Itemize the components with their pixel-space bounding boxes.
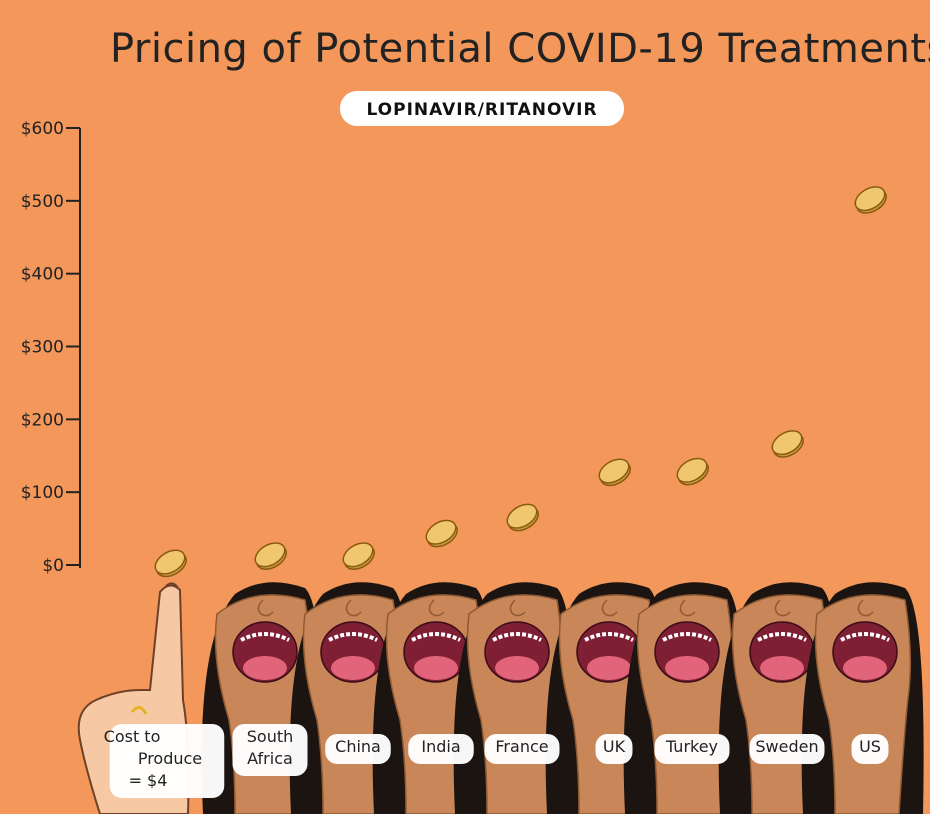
pill-top [598, 458, 630, 484]
person-teeth [328, 632, 378, 642]
category-label-bg [595, 734, 633, 764]
category-label-bg [232, 724, 308, 776]
pill-top [154, 549, 186, 575]
person-nose [428, 599, 445, 617]
category-label: India [421, 737, 460, 756]
category-label-group: China [325, 734, 391, 764]
pill-top [254, 542, 286, 568]
pill-data-point [854, 186, 887, 214]
person-tongue [243, 656, 287, 680]
person-teeth [492, 632, 542, 642]
person-tongue [843, 656, 887, 680]
pill-data-point [598, 458, 631, 487]
category-label: Africa [247, 749, 293, 768]
pill-top [676, 457, 708, 483]
y-tick-label: $300 [21, 338, 64, 358]
category-label: US [859, 737, 881, 756]
category-label-bg [109, 724, 225, 798]
person-nose [257, 599, 274, 617]
pill-data-point [506, 503, 539, 532]
category-label-group: France [484, 734, 560, 764]
y-tick-label: $400 [21, 265, 64, 285]
pill-data-point [771, 430, 804, 458]
person-nose [774, 599, 791, 617]
person-nose [679, 599, 696, 617]
category-label-group: South Africa [232, 724, 308, 776]
person-nose [345, 599, 362, 617]
y-tick-label: $100 [21, 483, 64, 503]
category-label-group: Cost to Produce = $4 [104, 724, 225, 798]
category-label: UK [603, 737, 626, 756]
category-label-bg [851, 734, 889, 764]
person-teeth [662, 632, 712, 642]
category-label-group: Sweden [749, 734, 825, 764]
category-label-bg [325, 734, 391, 764]
category-label-group: UK [595, 734, 633, 764]
category-label: China [335, 737, 381, 756]
person-tongue [665, 656, 709, 680]
category-label: = $4 [129, 771, 168, 790]
y-tick-label: $500 [21, 192, 64, 212]
pill-top [425, 519, 457, 545]
pill-top [771, 430, 803, 456]
pill-top [342, 542, 374, 568]
category-label-bg [749, 734, 825, 764]
person-nose [857, 599, 874, 617]
pill-data-point [676, 457, 709, 486]
category-label: South [247, 727, 294, 746]
people-illustration [201, 582, 924, 814]
category-label-group: US [851, 734, 889, 764]
person-teeth [584, 632, 634, 642]
person-teeth [411, 632, 461, 642]
category-label: Turkey [665, 737, 718, 756]
y-tick-label: $0 [42, 556, 64, 576]
pill-data-point [254, 542, 287, 570]
chart-title: Pricing of Potential COVID-19 Treatments… [110, 26, 930, 72]
pill-top [854, 186, 886, 212]
person-tongue [495, 656, 539, 680]
pill-top [506, 503, 538, 529]
pill-data-point [425, 519, 458, 548]
pill-data-point [154, 549, 187, 578]
person-tongue [587, 656, 631, 680]
category-label-bg [408, 734, 474, 764]
data-points [154, 186, 887, 578]
person-teeth [240, 632, 290, 642]
y-tick-label: $200 [21, 410, 64, 430]
category-label-bg [654, 734, 730, 764]
chart-subtitle: LOPINAVIR/RITANOVIR [366, 100, 597, 120]
category-label-group: Turkey [654, 734, 730, 764]
category-labels: Cost to Produce = $4 South Africa China India F… [104, 724, 889, 798]
y-axis-ticks: $0 $100 $200 $300 $400 $500 $600 [21, 119, 80, 576]
person-tongue [331, 656, 375, 680]
category-label: Cost to [104, 727, 161, 746]
subtitle-pill [340, 91, 624, 126]
category-label-bg [484, 734, 560, 764]
category-label-group: India [408, 734, 474, 764]
person-nose [601, 599, 618, 617]
y-tick-label: $600 [21, 119, 64, 139]
person-teeth [757, 632, 807, 642]
person-nose [509, 599, 526, 617]
category-label: Sweden [755, 737, 818, 756]
pill-data-point [342, 542, 375, 570]
fingernail [165, 582, 179, 589]
person-figure [801, 582, 924, 814]
person-tongue [760, 656, 804, 680]
category-label: Produce [138, 749, 202, 768]
person-tongue [414, 656, 458, 680]
ring-icon [130, 706, 148, 715]
person-teeth [840, 632, 890, 642]
category-label: France [495, 737, 548, 756]
